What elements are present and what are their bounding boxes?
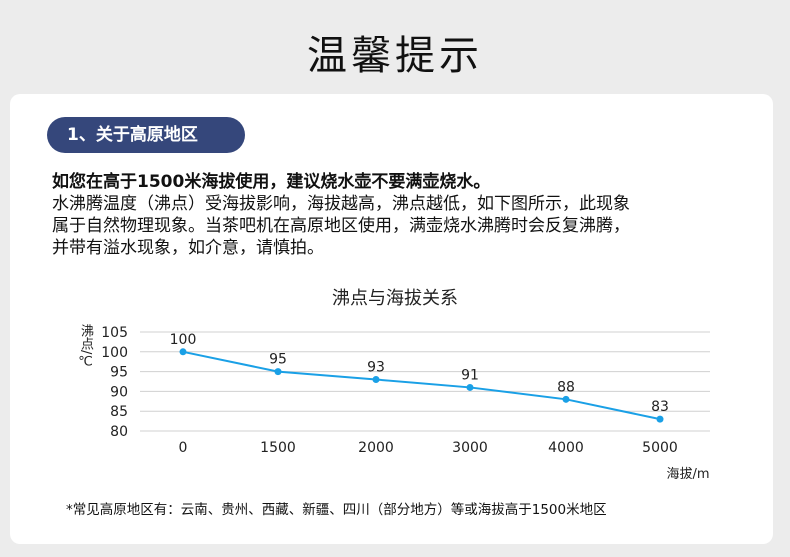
description-line: 并带有溢水现象，如介意，请慎拍。 [52, 238, 324, 258]
y-tick-label: 95 [110, 365, 128, 381]
data-label: 83 [651, 399, 669, 415]
data-point [179, 348, 187, 356]
x-tick-label: 1500 [260, 440, 296, 456]
x-tick-label: 5000 [642, 440, 678, 456]
section-label: 1、关于高原地区 [47, 117, 245, 153]
x-tick-label: 4000 [548, 440, 584, 456]
description-line: 属于自然物理现象。当茶吧机在高原地区使用，满壶烧水沸腾时会反复沸腾， [52, 216, 630, 236]
y-tick-label: 90 [110, 384, 128, 400]
y-tick-label: 80 [110, 424, 128, 440]
series-line [182, 350, 661, 421]
chart-title: 沸点与海拔关系 [332, 288, 458, 309]
data-point [372, 376, 380, 384]
data-label: 100 [170, 332, 197, 348]
y-tick-label: 105 [101, 325, 128, 341]
x-tick-label: 0 [179, 440, 188, 456]
data-label: 95 [269, 352, 287, 368]
y-axis-label: 沸点/℃ [78, 324, 93, 370]
description-line: 水沸腾温度（沸点）受海拔影响，海拔越高，沸点越低，如下图所示，此现象 [52, 194, 630, 214]
x-tick-label: 3000 [452, 440, 488, 456]
data-label: 93 [367, 360, 385, 376]
data-point [466, 383, 474, 391]
data-point [274, 368, 282, 376]
highlight-text: 如您在高于1500米海拔使用，建议烧水壶不要满壶烧水。 [52, 172, 491, 192]
description: 水沸腾温度（沸点）受海拔影响，海拔越高，沸点越低，如下图所示，此现象 属于自然物… [52, 193, 742, 259]
data-label: 91 [461, 367, 479, 383]
data-point [656, 415, 664, 423]
y-tick-label: 85 [110, 404, 128, 420]
data-label: 88 [557, 379, 575, 395]
x-axis-label: 海拔/m [666, 467, 709, 482]
content-card [10, 94, 773, 544]
data-point [562, 395, 570, 403]
footnote: *常见高原地区有：云南、贵州、西藏、新疆、四川（部分地方）等或海拔高于1500米… [66, 502, 607, 518]
x-tick-label: 2000 [358, 440, 394, 456]
page-title: 温馨提示 [307, 33, 483, 79]
y-tick-label: 100 [101, 345, 128, 361]
